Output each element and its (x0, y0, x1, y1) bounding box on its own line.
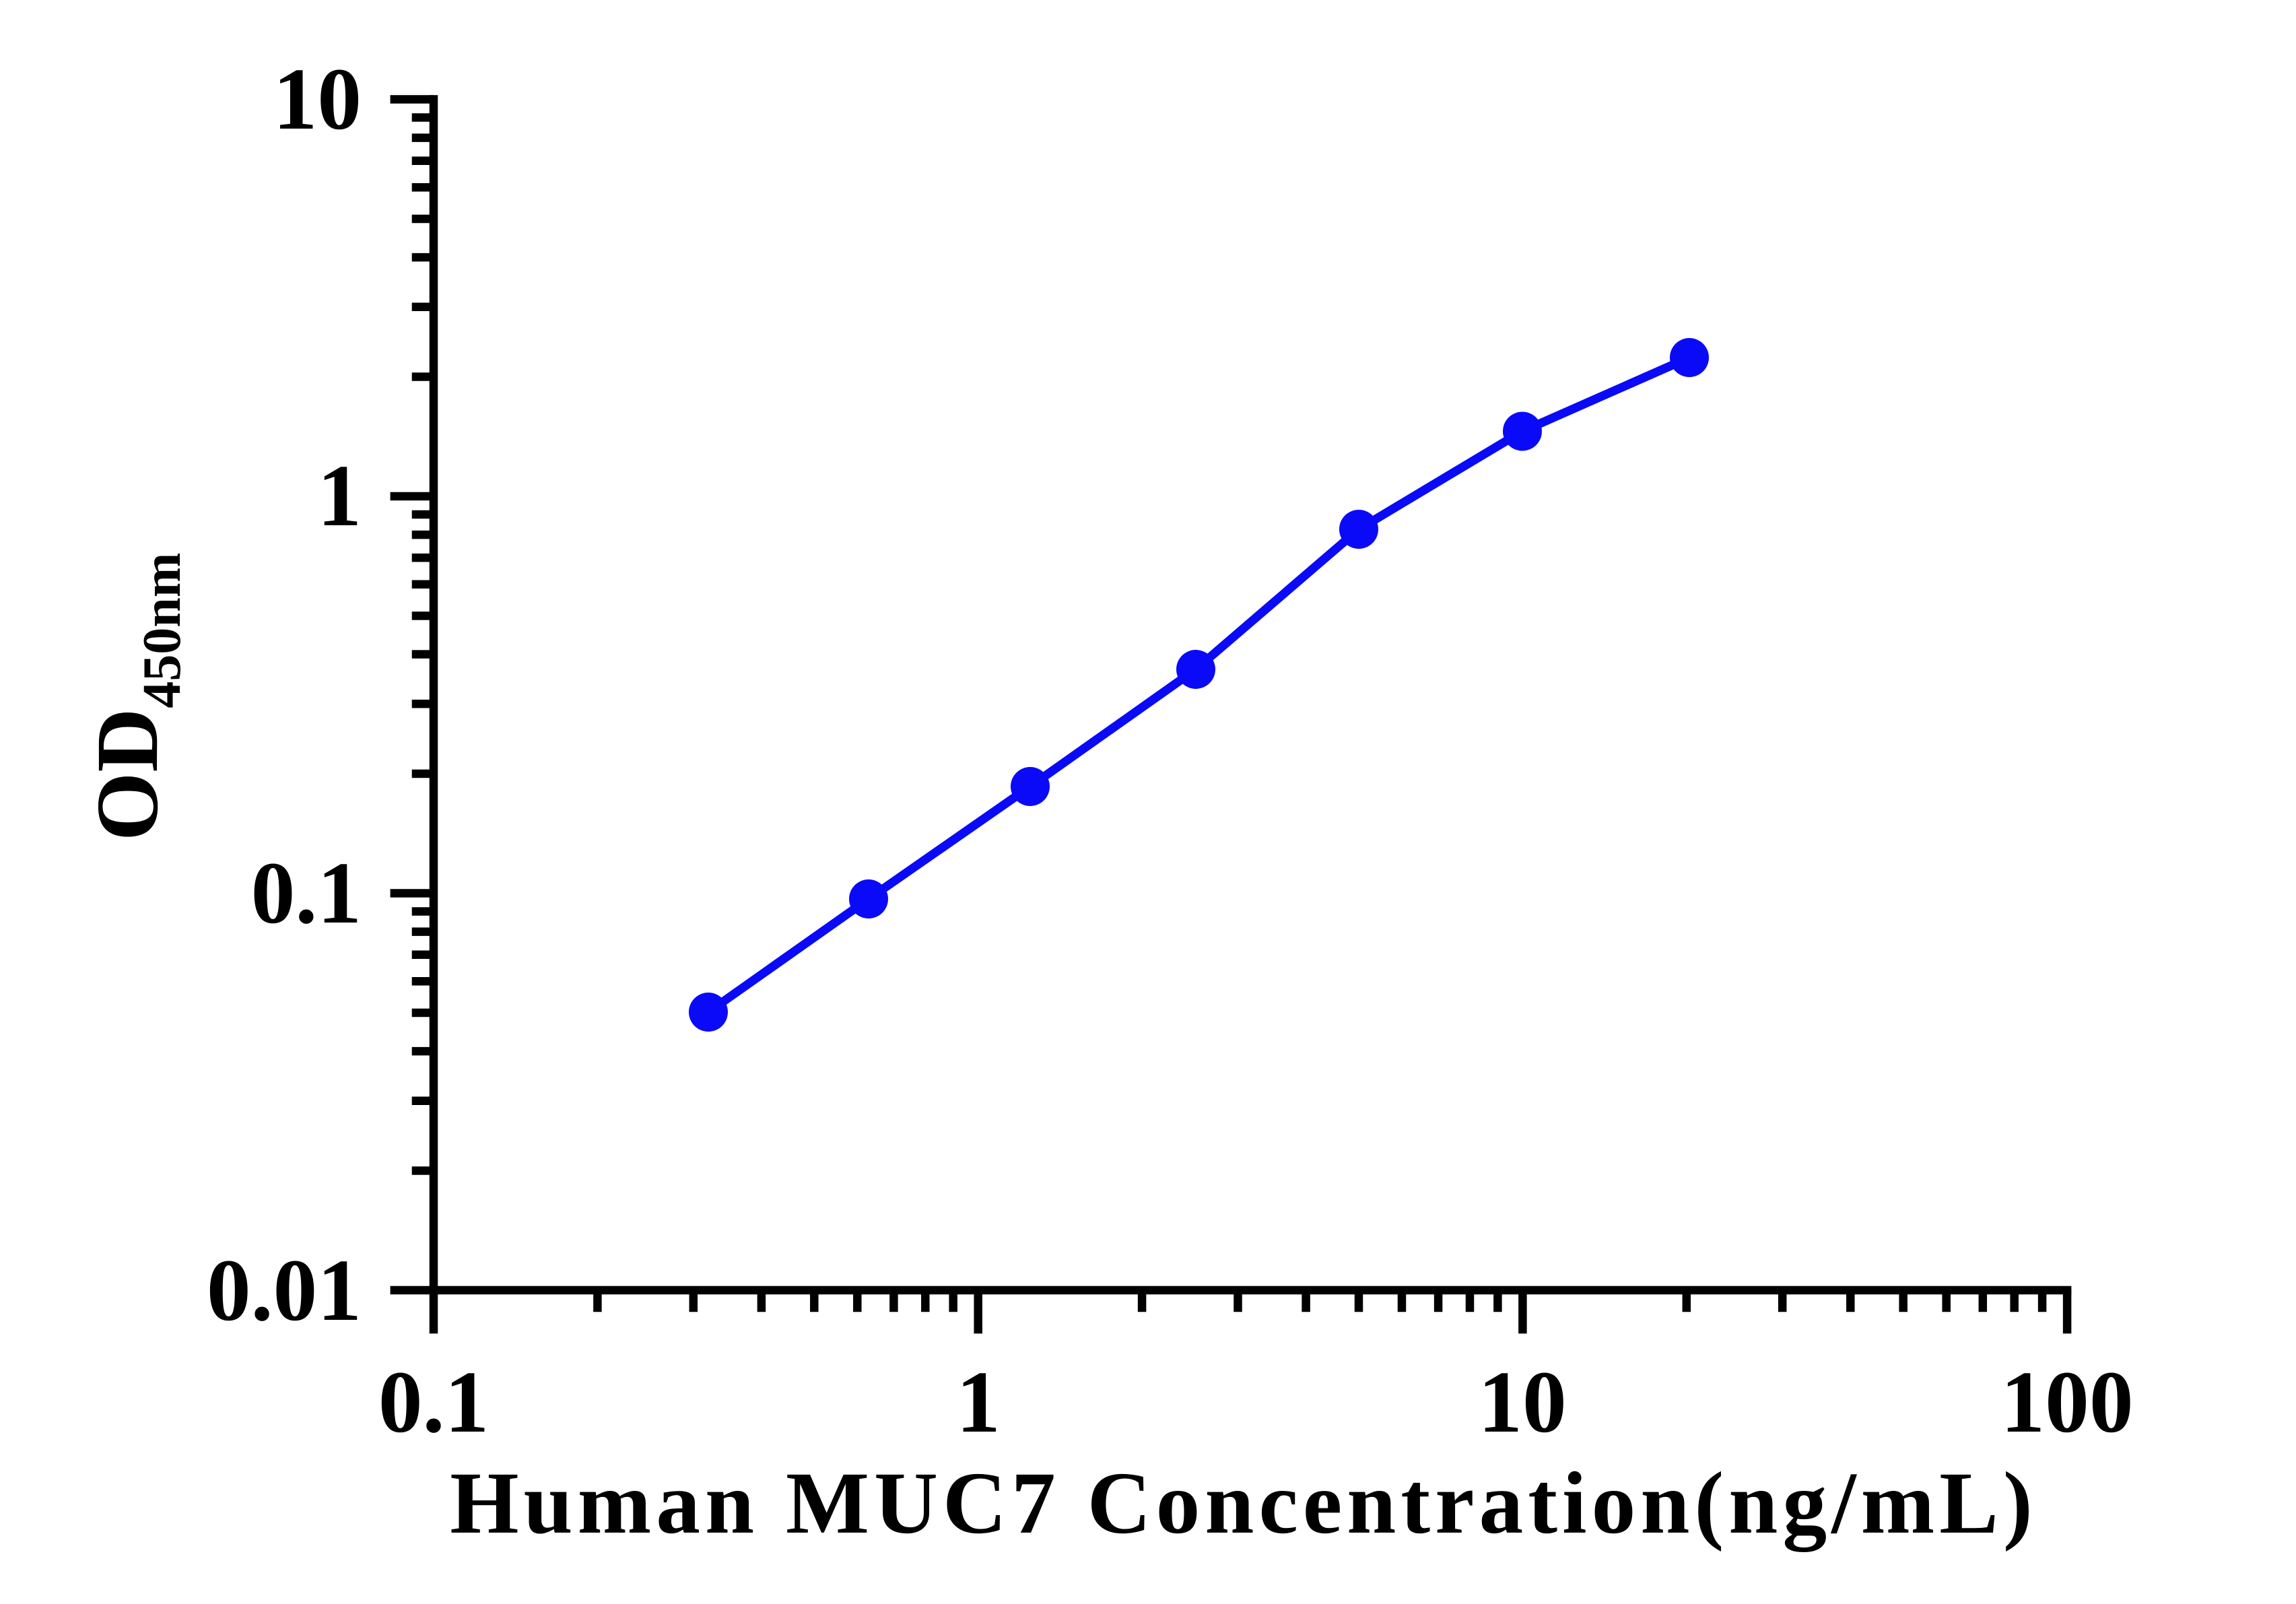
svg-text:100: 100 (2000, 1354, 2133, 1451)
svg-text:0.1: 0.1 (251, 844, 362, 942)
svg-text:10: 10 (273, 51, 362, 148)
svg-text:1: 1 (317, 447, 362, 545)
svg-text:10: 10 (1478, 1354, 1567, 1451)
svg-text:0.1: 0.1 (378, 1354, 489, 1451)
svg-text:Human MUC7 Concentration(ng/mL: Human MUC7 Concentration(ng/mL) (450, 1455, 2037, 1552)
svg-text:1: 1 (956, 1354, 1001, 1451)
svg-text:0.01: 0.01 (207, 1242, 362, 1339)
